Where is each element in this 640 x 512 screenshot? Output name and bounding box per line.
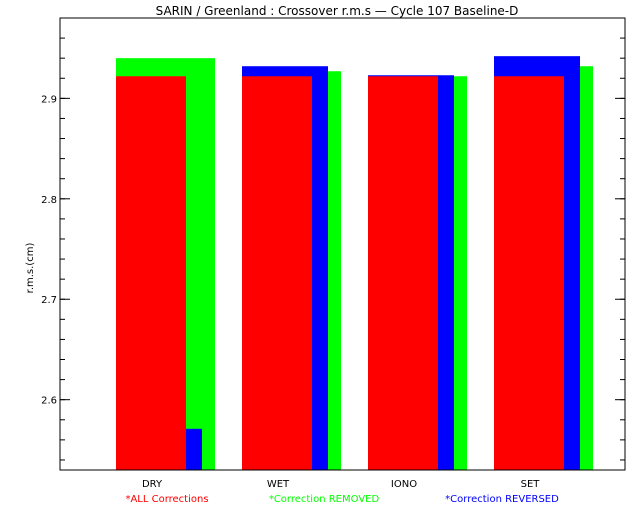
chart-title: SARIN / Greenland : Crossover r.m.s — Cy…: [156, 4, 519, 18]
x-tick-label: DRY: [142, 479, 163, 490]
bars-group: [116, 56, 593, 471]
plot-frame: [59, 17, 626, 471]
legend-entry: *Correction REMOVED: [269, 494, 380, 505]
legend: *ALL Corrections *Correction REMOVED *Corr…: [125, 494, 559, 505]
y-tick-label: 2.8: [41, 195, 57, 206]
y-tick-label: 2.6: [41, 396, 57, 407]
bar-wet-series-0: [242, 76, 312, 470]
bar-iono-series-0: [368, 76, 438, 470]
x-tick-labels: DRY WET IONO SET: [142, 479, 540, 490]
x-tick-label: SET: [521, 479, 541, 490]
y-axis-label: r.m.s.(cm): [25, 243, 36, 294]
x-tick-label: WET: [267, 479, 290, 490]
y-ticks: 2.6 2.7 2.8 2.9: [41, 37, 625, 461]
bar-set-series-0: [494, 76, 564, 470]
y-tick-label: 2.9: [41, 94, 57, 105]
x-tick-label: IONO: [391, 479, 417, 490]
legend-entry: *Correction REVERSED: [445, 494, 559, 505]
bar-dry-series-0: [116, 76, 186, 470]
y-tick-label: 2.7: [41, 295, 57, 306]
legend-entry: *ALL Corrections: [125, 494, 208, 505]
